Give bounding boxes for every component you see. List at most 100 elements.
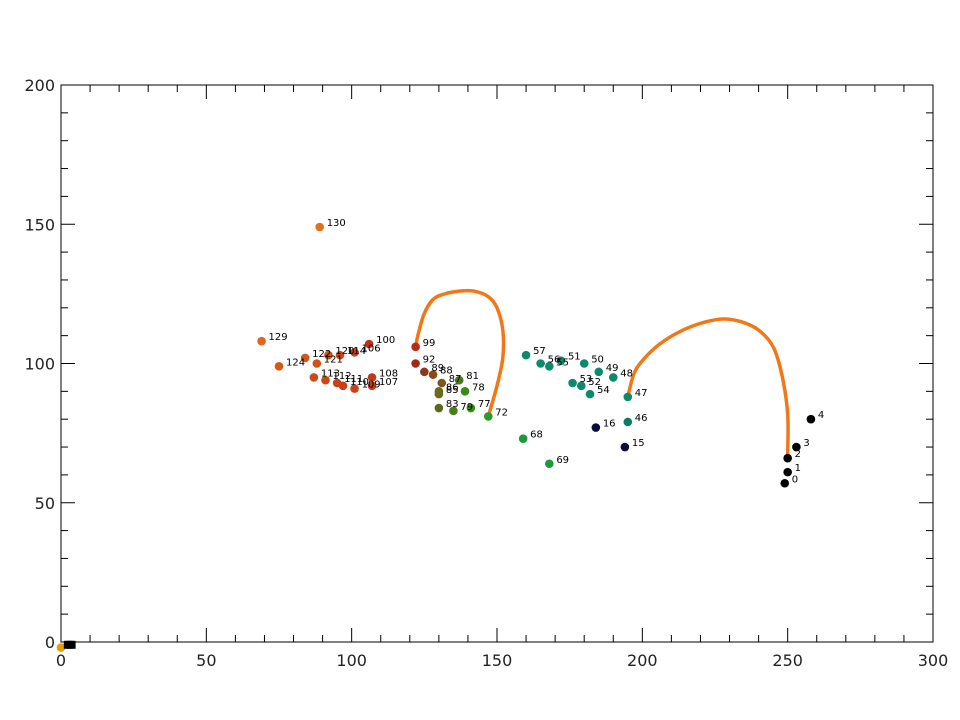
data-point bbox=[591, 423, 601, 432]
data-point-label: 89 bbox=[431, 363, 444, 374]
data-point-label: 15 bbox=[632, 438, 645, 449]
data-point bbox=[806, 414, 816, 424]
data-point-label: 55 bbox=[556, 357, 569, 368]
data-point-label: 2 bbox=[795, 449, 801, 460]
data-point bbox=[300, 353, 310, 363]
data-point bbox=[437, 378, 447, 388]
data-point bbox=[312, 359, 322, 368]
data-point-label: 83 bbox=[446, 399, 459, 410]
data-point-label: 3 bbox=[803, 438, 809, 449]
data-point bbox=[454, 375, 464, 385]
data-point bbox=[257, 336, 266, 346]
data-point bbox=[545, 361, 554, 371]
data-point bbox=[556, 356, 566, 366]
data-point bbox=[579, 359, 589, 368]
axis-marker bbox=[69, 640, 76, 649]
data-point bbox=[792, 442, 801, 452]
data-point bbox=[620, 442, 630, 452]
data-point bbox=[309, 373, 319, 382]
data-point bbox=[585, 389, 595, 399]
data-point-label: 53 bbox=[580, 374, 593, 385]
data-point bbox=[434, 403, 444, 413]
data-point-label: 111 bbox=[344, 374, 363, 385]
data-point-label: 1 bbox=[795, 463, 801, 474]
data-point bbox=[545, 459, 554, 469]
data-point-label: 87 bbox=[449, 374, 462, 385]
data-point-label: 88 bbox=[440, 366, 453, 377]
data-point-label: 100 bbox=[376, 335, 395, 346]
data-point bbox=[434, 387, 444, 396]
y-tick-label: 200 bbox=[24, 76, 55, 95]
data-point-label: 0 bbox=[792, 474, 798, 485]
data-point-label: 54 bbox=[597, 385, 610, 396]
data-point-label: 47 bbox=[635, 388, 648, 399]
y-tick-label: 100 bbox=[24, 355, 55, 374]
data-point bbox=[460, 387, 470, 396]
data-point bbox=[350, 348, 359, 357]
data-point-label: 86 bbox=[446, 382, 459, 393]
data-point-label: 48 bbox=[620, 368, 633, 379]
data-point bbox=[623, 417, 633, 427]
data-point-label: 77 bbox=[478, 399, 491, 410]
data-point bbox=[608, 373, 618, 382]
data-point bbox=[576, 381, 586, 391]
data-point-label: 122 bbox=[312, 349, 331, 360]
data-point bbox=[324, 350, 333, 360]
trajectory-curve-0 bbox=[413, 288, 506, 419]
data-point bbox=[367, 373, 377, 382]
data-point-label: 92 bbox=[423, 355, 436, 366]
plot-frame bbox=[60, 84, 934, 643]
data-point bbox=[364, 339, 374, 349]
data-point bbox=[56, 643, 66, 652]
x-tick-label: 100 bbox=[336, 651, 367, 670]
data-point-label: 129 bbox=[269, 332, 288, 343]
data-point-label: 99 bbox=[423, 338, 436, 349]
y-tick-label: 50 bbox=[35, 494, 55, 513]
data-point bbox=[780, 478, 790, 488]
data-point bbox=[449, 406, 458, 416]
data-point-label: 120 bbox=[335, 346, 354, 357]
data-point-label: 46 bbox=[635, 413, 648, 424]
data-point-label: 69 bbox=[556, 455, 569, 466]
data-point-label: 57 bbox=[533, 346, 546, 357]
data-point bbox=[594, 367, 604, 377]
data-point bbox=[315, 222, 324, 232]
trajectory-curves bbox=[413, 288, 790, 458]
x-tick-label: 200 bbox=[627, 651, 658, 670]
data-point bbox=[783, 453, 792, 463]
data-point-label: 106 bbox=[362, 343, 381, 354]
data-point bbox=[783, 467, 792, 477]
data-point bbox=[420, 367, 429, 377]
data-point bbox=[411, 359, 420, 368]
data-point bbox=[483, 412, 493, 421]
data-point-label: 110 bbox=[350, 377, 369, 388]
data-point bbox=[623, 392, 633, 402]
data-point-label: 112 bbox=[333, 371, 352, 382]
data-point bbox=[274, 361, 284, 371]
data-point-label: 114 bbox=[347, 346, 366, 357]
data-point-label: 107 bbox=[379, 377, 398, 388]
data-point-label: 50 bbox=[591, 355, 604, 366]
data-point-label: 108 bbox=[379, 368, 398, 379]
data-point bbox=[321, 375, 330, 385]
x-tick-label: 150 bbox=[482, 651, 513, 670]
data-point-label: 51 bbox=[568, 352, 581, 363]
data-point-label: 49 bbox=[606, 363, 619, 374]
x-tick-label: 300 bbox=[918, 651, 949, 670]
data-point bbox=[521, 350, 531, 360]
x-tick-label: 50 bbox=[196, 651, 216, 670]
trajectory-curve-1 bbox=[626, 317, 790, 458]
data-point-label: 68 bbox=[530, 430, 543, 441]
data-point bbox=[367, 381, 377, 391]
y-tick-label: 150 bbox=[24, 215, 55, 234]
data-point-label: 81 bbox=[466, 371, 479, 382]
data-point-label: 52 bbox=[588, 377, 601, 388]
data-point bbox=[350, 384, 359, 393]
data-point-label: 130 bbox=[327, 218, 346, 229]
data-point bbox=[568, 378, 577, 388]
data-point-label: 79 bbox=[460, 402, 473, 413]
data-point-label: 121 bbox=[324, 355, 343, 366]
